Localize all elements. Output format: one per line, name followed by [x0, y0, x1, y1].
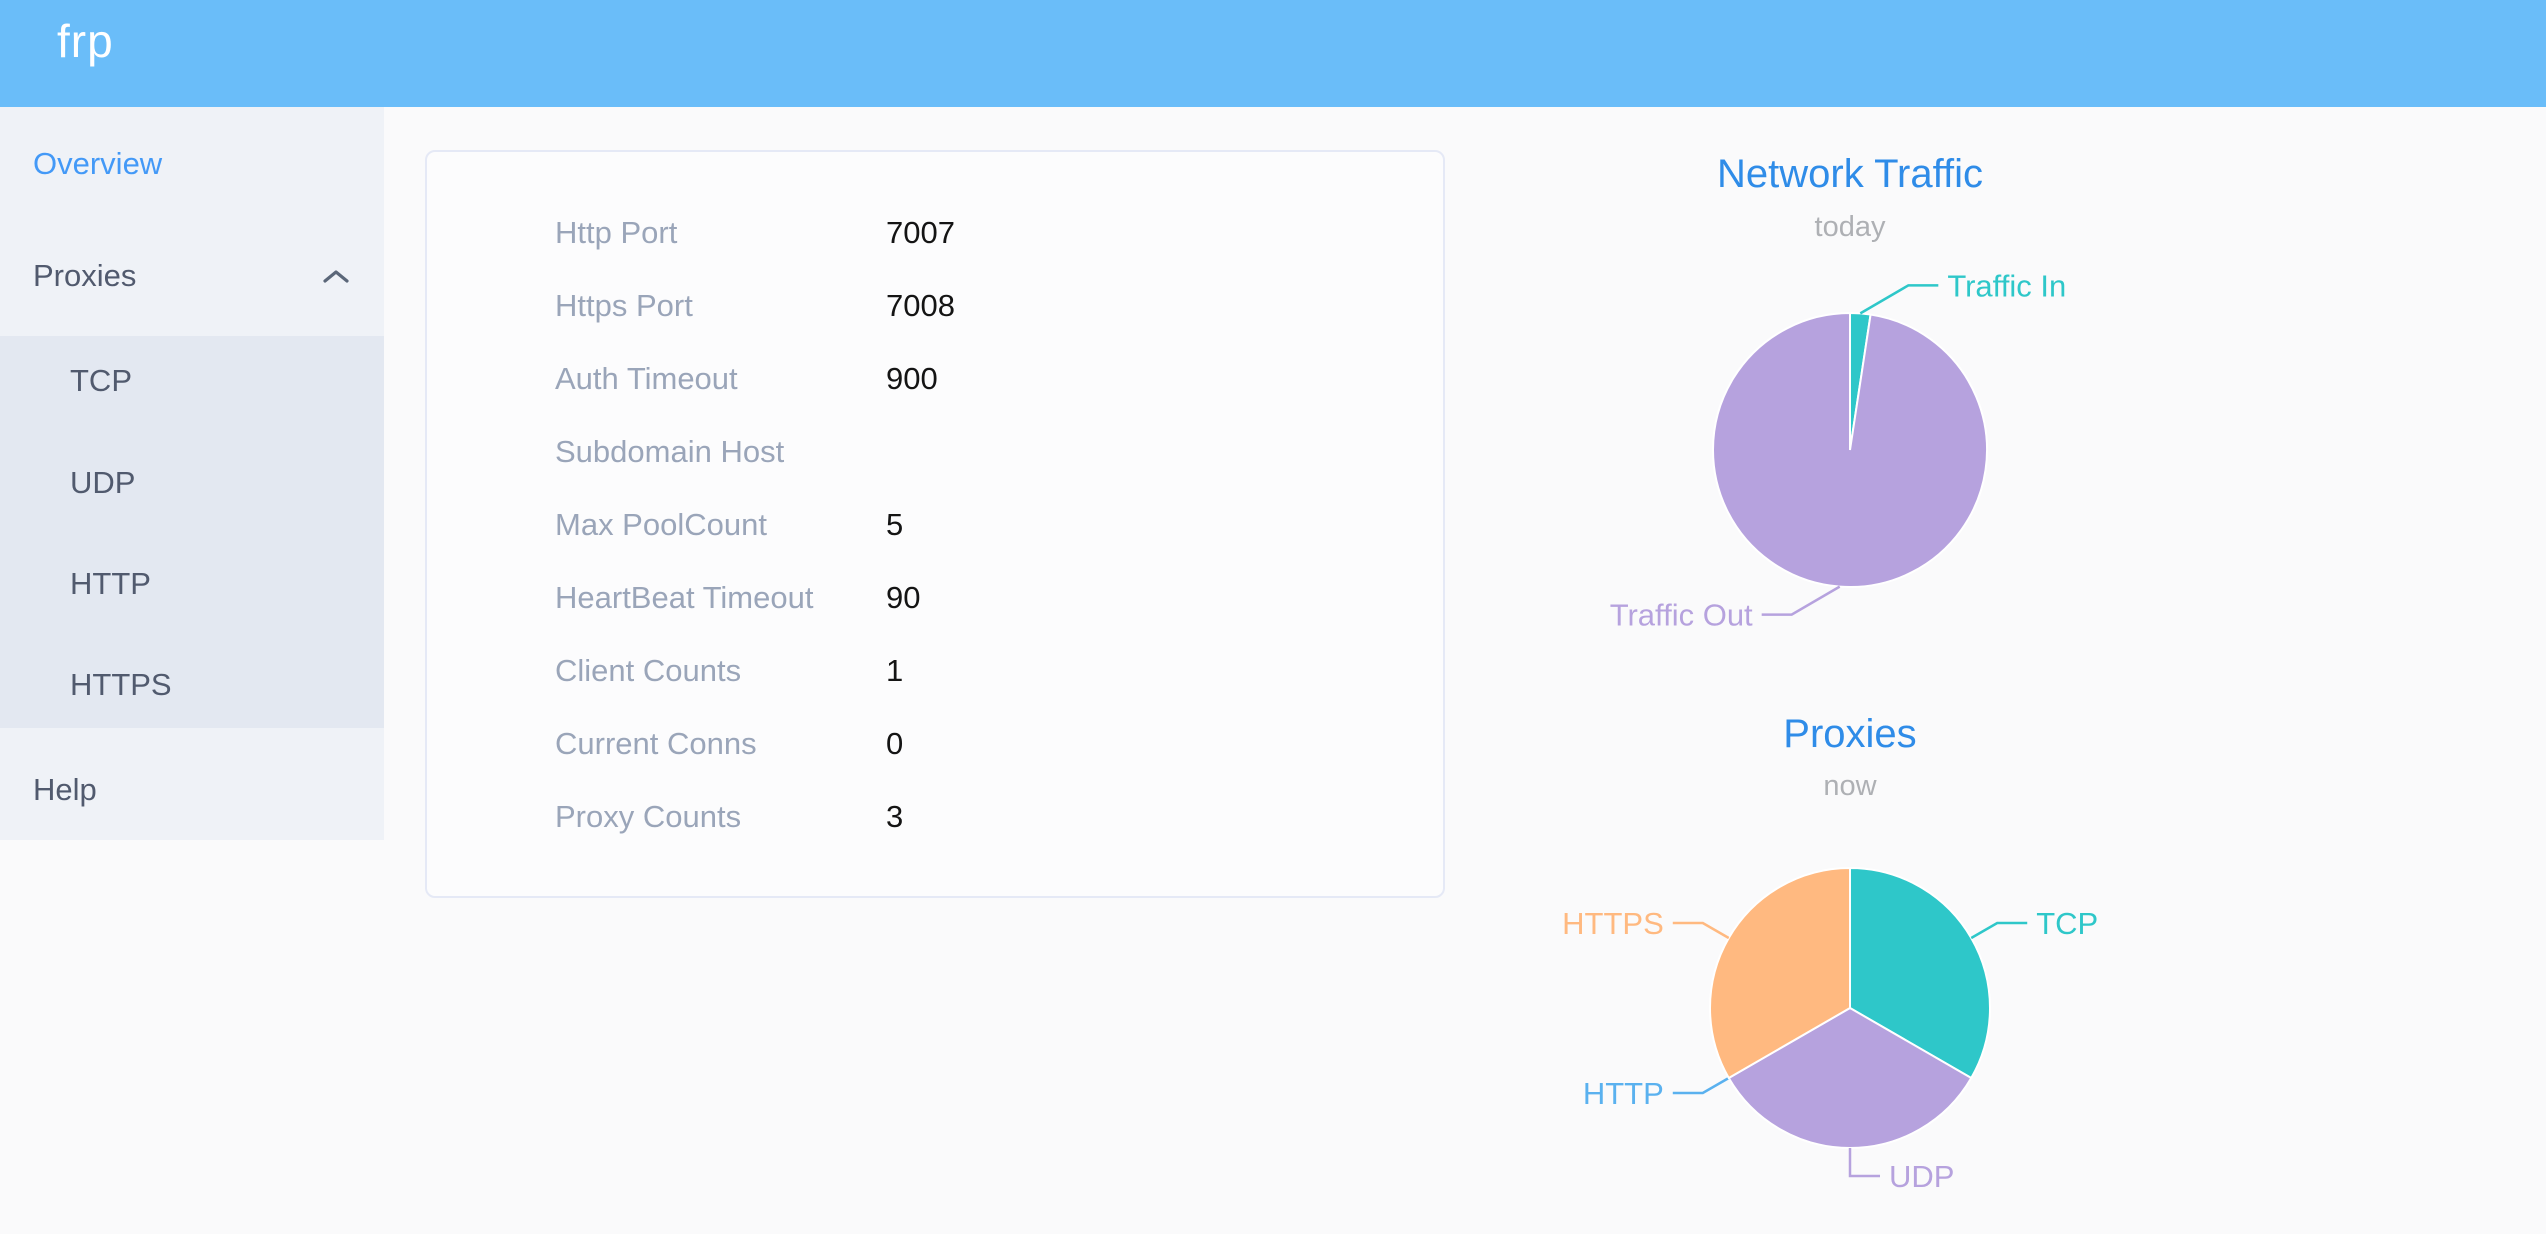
config-label: Http Port [555, 214, 678, 250]
pie-label-traffic-in: Traffic In [1947, 268, 2066, 303]
sidebar-item-https[interactable]: HTTPS [0, 649, 384, 721]
pie-label-http: HTTP [1583, 1076, 1664, 1111]
config-value: 7007 [886, 214, 955, 250]
pie-slice-traffic-out [1712, 311, 1988, 588]
sidebar-item-label: TCP [70, 363, 132, 398]
sidebar-item-udp[interactable]: UDP [0, 447, 384, 519]
pie-label-udp: UDP [1889, 1159, 1954, 1194]
config-value: 1 [886, 652, 904, 688]
pie-label-line-https [1672, 921, 1730, 940]
config-value: 900 [886, 360, 938, 396]
pie-label-traffic-out: Traffic Out [1610, 598, 1753, 633]
config-label: Proxy Counts [555, 798, 742, 834]
sidebar-item-label: HTTPS [70, 667, 172, 702]
config-value: 0 [886, 725, 904, 761]
sidebar-item-tcp[interactable]: TCP [0, 345, 384, 417]
config-row-subdomain-host: Subdomain Host [427, 415, 1443, 488]
config-row-current-conns: Current Conns 0 [427, 707, 1443, 780]
sidebar-item-label: Proxies [33, 258, 137, 293]
pie-label-line-http [1672, 1076, 1730, 1095]
network-traffic-pie-chart: Traffic In Traffic Out [1610, 268, 2066, 633]
config-row-https-port: Https Port 7008 [427, 269, 1443, 342]
config-row-http-port: Http Port 7007 [427, 196, 1443, 269]
config-row-auth-timeout: Auth Timeout 900 [427, 342, 1443, 415]
chevron-up-icon [323, 270, 349, 283]
pie-label-https: HTTPS [1562, 906, 1664, 941]
config-label: Auth Timeout [555, 360, 738, 396]
pie-label-line-traffic-out [1761, 585, 1841, 616]
config-value: 5 [886, 506, 904, 542]
sidebar-item-label: UDP [70, 465, 136, 500]
config-label: Max PoolCount [555, 506, 767, 542]
proxies-pie-chart: TCP UDP HTTP HTTPS [1562, 866, 2098, 1194]
proxies-submenu-background [0, 336, 384, 728]
pie-label-tcp: TCP [2036, 906, 2098, 941]
sidebar-item-label: Overview [33, 146, 163, 181]
network-traffic-title: Network Traffic [1717, 152, 1983, 196]
pie-label-line-tcp [1970, 921, 2028, 940]
sidebar-item-help[interactable]: Help [0, 754, 384, 826]
config-value: 3 [886, 798, 904, 834]
proxies-title: Proxies [1783, 712, 1917, 756]
pie-label-line-traffic-in [1859, 284, 1939, 315]
config-row-client-counts: Client Counts 1 [427, 634, 1443, 707]
app-logo: frp [57, 15, 114, 67]
config-row-proxy-counts: Proxy Counts 3 [427, 780, 1443, 853]
sidebar-item-label: HTTP [70, 566, 151, 601]
config-label: Subdomain Host [555, 433, 785, 469]
config-row-max-poolcount: Max PoolCount 5 [427, 488, 1443, 561]
pie-label-line-udp [1848, 1148, 1880, 1178]
config-value: 7008 [886, 287, 955, 323]
sidebar-item-label: Help [33, 772, 97, 807]
config-label: Https Port [555, 287, 693, 323]
config-row-heartbeat-timeout: HeartBeat Timeout 90 [427, 561, 1443, 634]
config-label: Current Conns [555, 725, 757, 761]
sidebar-item-http[interactable]: HTTP [0, 548, 384, 620]
sidebar-item-proxies[interactable]: Proxies [0, 240, 384, 312]
config-label: HeartBeat Timeout [555, 579, 814, 615]
proxies-subtitle: now [1823, 770, 1877, 802]
network-traffic-subtitle: today [1814, 211, 1886, 243]
config-value: 90 [886, 579, 921, 615]
sidebar-item-overview[interactable]: Overview [0, 128, 384, 200]
server-info-card: Http Port 7007 Https Port 7008 Auth Time… [425, 150, 1445, 898]
sidebar-nav: Overview Proxies TCP UDP HTTP HTTPS Help [0, 107, 384, 840]
config-label: Client Counts [555, 652, 742, 688]
top-header-bar: frp [0, 0, 2546, 107]
